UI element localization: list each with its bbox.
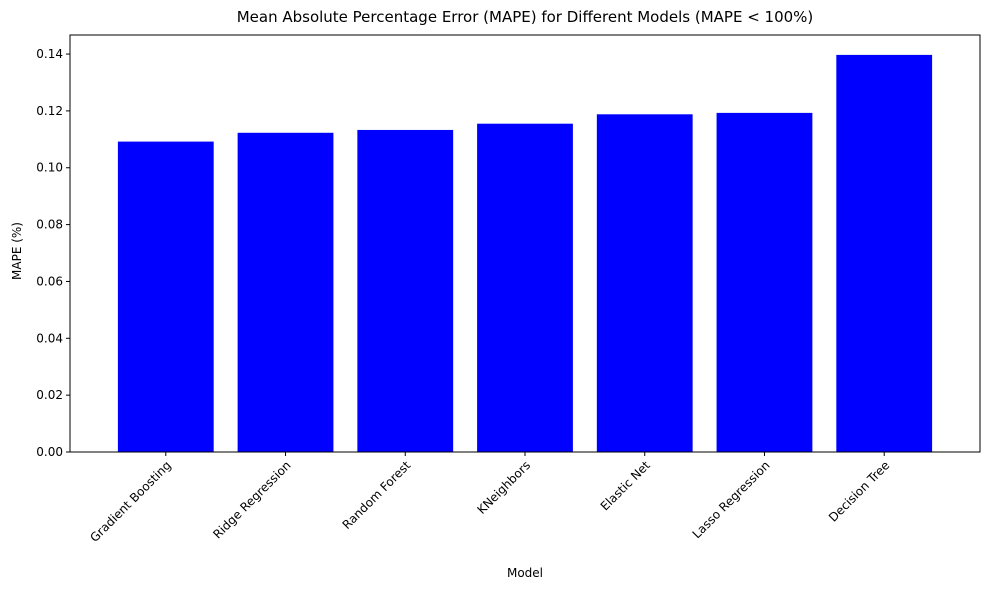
bar-ridge-regression bbox=[237, 132, 334, 452]
plot-frame bbox=[69, 34, 981, 453]
bars-group bbox=[117, 54, 933, 453]
bar-elastic-net bbox=[596, 114, 693, 452]
y-tick-label: 0.02 bbox=[36, 388, 63, 402]
bar-gradient-boosting bbox=[117, 141, 214, 452]
y-tick-label: 0.04 bbox=[36, 331, 63, 345]
y-tick-label: 0.12 bbox=[36, 104, 63, 118]
bar-random-forest bbox=[357, 129, 454, 453]
y-ticks-group: 0.00 0.02 0.04 0.06 0.08 0.10 0.12 0.14 bbox=[36, 47, 70, 459]
y-tick-label: 0.06 bbox=[36, 274, 63, 288]
bar-lasso-regression bbox=[716, 112, 813, 452]
y-tick-label: 0.14 bbox=[36, 47, 63, 61]
y-tick-label: 0.08 bbox=[36, 218, 63, 232]
y-axis-label: MAPE (%) bbox=[10, 222, 24, 280]
x-axis-label: Model bbox=[507, 566, 543, 580]
bar-decision-tree bbox=[836, 54, 933, 452]
chart-title: Mean Absolute Percentage Error (MAPE) fo… bbox=[237, 8, 814, 26]
y-tick-label: 0.10 bbox=[36, 161, 63, 175]
bar-kneighbors bbox=[477, 123, 573, 452]
y-tick-label: 0.00 bbox=[36, 445, 63, 459]
